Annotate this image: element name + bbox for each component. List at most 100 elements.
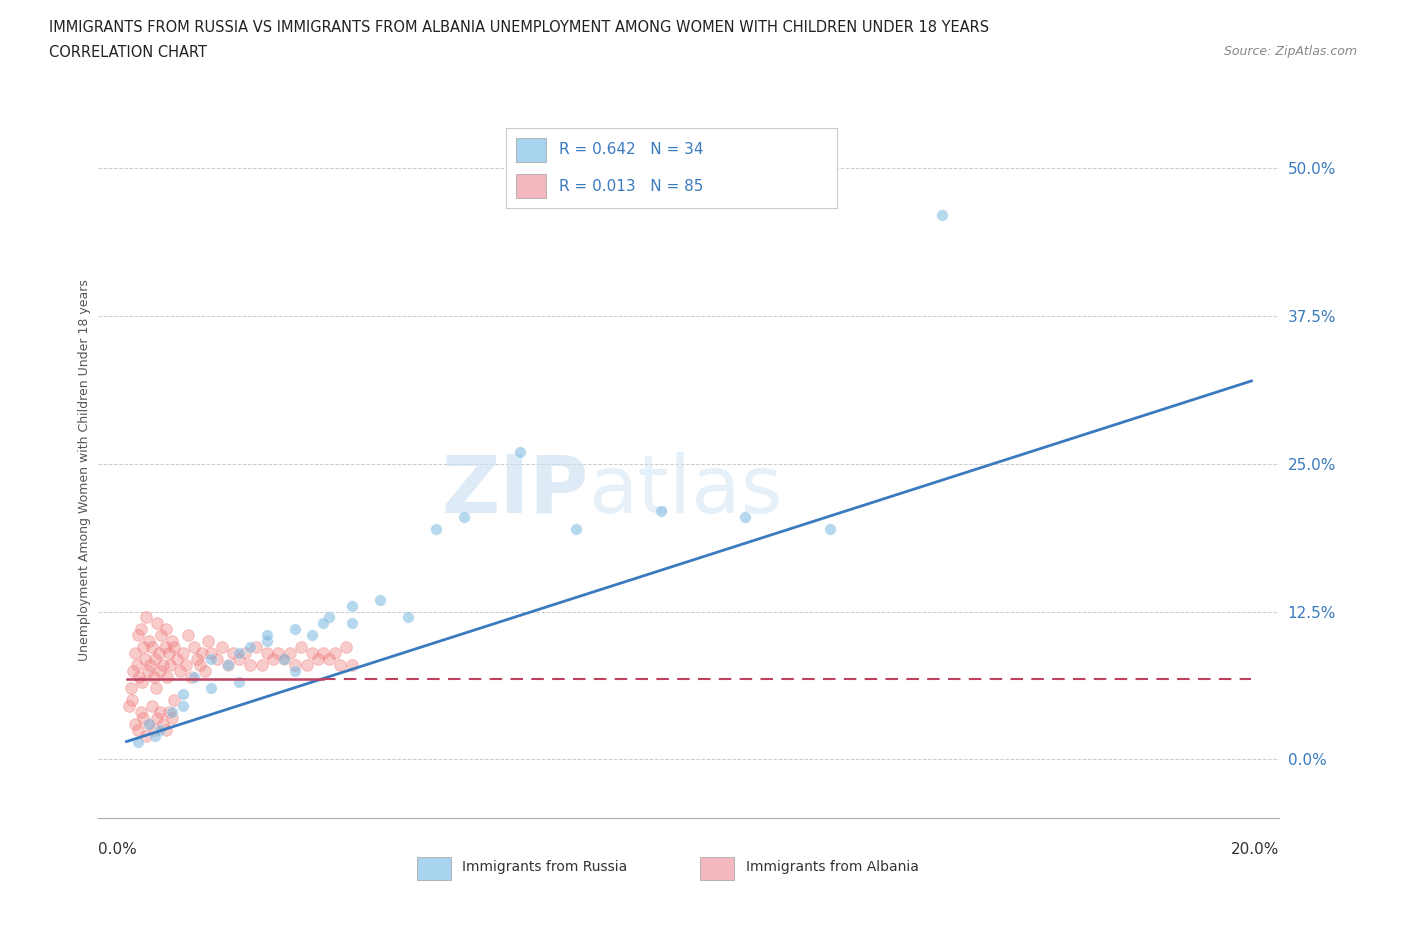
Point bbox=[148, 645, 170, 660]
Point bbox=[650, 503, 672, 518]
Point bbox=[155, 723, 177, 737]
Point bbox=[301, 645, 323, 660]
Point bbox=[157, 705, 180, 720]
Point bbox=[120, 681, 142, 696]
Point bbox=[318, 651, 340, 666]
Point bbox=[183, 669, 205, 684]
Point bbox=[329, 658, 352, 672]
Point bbox=[143, 723, 166, 737]
Point bbox=[323, 645, 346, 660]
Point bbox=[340, 598, 363, 613]
Point bbox=[156, 669, 179, 684]
Point bbox=[166, 651, 188, 666]
Point bbox=[318, 610, 340, 625]
Y-axis label: Unemployment Among Women with Children Under 18 years: Unemployment Among Women with Children U… bbox=[79, 279, 91, 660]
Point bbox=[256, 633, 278, 648]
Point bbox=[565, 522, 588, 537]
Point bbox=[340, 658, 363, 672]
Point bbox=[135, 610, 157, 625]
Point bbox=[278, 645, 301, 660]
Point bbox=[160, 711, 183, 725]
Point bbox=[138, 716, 160, 731]
Point bbox=[256, 628, 278, 643]
Text: 20.0%: 20.0% bbox=[1232, 842, 1279, 857]
Point bbox=[233, 645, 256, 660]
Point bbox=[160, 633, 183, 648]
Point bbox=[124, 645, 146, 660]
Point bbox=[295, 658, 318, 672]
Point bbox=[186, 651, 208, 666]
Point bbox=[396, 610, 419, 625]
Point bbox=[118, 698, 141, 713]
Text: ZIP: ZIP bbox=[441, 452, 589, 529]
Point bbox=[200, 651, 222, 666]
Point bbox=[340, 616, 363, 631]
Point bbox=[134, 651, 156, 666]
Point bbox=[197, 633, 219, 648]
Point bbox=[284, 658, 307, 672]
Point bbox=[132, 640, 155, 655]
Point bbox=[169, 663, 191, 678]
Point bbox=[155, 622, 177, 637]
Point bbox=[177, 628, 200, 643]
Point bbox=[152, 658, 174, 672]
Point bbox=[425, 522, 447, 537]
Point bbox=[217, 658, 239, 672]
Point bbox=[301, 628, 323, 643]
Point bbox=[307, 651, 329, 666]
Point bbox=[163, 693, 186, 708]
Point bbox=[150, 628, 173, 643]
Point bbox=[138, 633, 160, 648]
Point bbox=[194, 663, 217, 678]
Point bbox=[217, 658, 239, 672]
Point bbox=[312, 616, 335, 631]
Point bbox=[205, 651, 228, 666]
Point bbox=[157, 645, 180, 660]
Point bbox=[191, 645, 214, 660]
Point bbox=[136, 663, 159, 678]
Point bbox=[143, 651, 166, 666]
Point bbox=[228, 645, 250, 660]
Point bbox=[128, 669, 150, 684]
Point bbox=[152, 716, 174, 731]
Point bbox=[149, 663, 172, 678]
Point bbox=[142, 669, 165, 684]
Text: CORRELATION CHART: CORRELATION CHART bbox=[49, 45, 207, 60]
Point bbox=[125, 658, 148, 672]
Text: atlas: atlas bbox=[589, 452, 783, 529]
Point bbox=[245, 640, 267, 655]
Point bbox=[135, 728, 157, 743]
Point bbox=[262, 651, 284, 666]
Point bbox=[931, 208, 953, 223]
Point bbox=[149, 723, 172, 737]
Point bbox=[239, 658, 262, 672]
Point bbox=[139, 658, 162, 672]
Point bbox=[183, 640, 205, 655]
Point bbox=[138, 716, 160, 731]
Point bbox=[284, 663, 307, 678]
Point bbox=[127, 723, 149, 737]
Point bbox=[145, 681, 167, 696]
Point bbox=[228, 651, 250, 666]
Point bbox=[250, 658, 273, 672]
Text: IMMIGRANTS FROM RUSSIA VS IMMIGRANTS FROM ALBANIA UNEMPLOYMENT AMONG WOMEN WITH : IMMIGRANTS FROM RUSSIA VS IMMIGRANTS FRO… bbox=[49, 20, 990, 35]
Point bbox=[734, 510, 756, 525]
Point bbox=[818, 522, 841, 537]
Point bbox=[146, 616, 169, 631]
Point bbox=[335, 640, 357, 655]
Point bbox=[122, 663, 145, 678]
Point bbox=[211, 640, 233, 655]
Point bbox=[290, 640, 312, 655]
Point bbox=[200, 681, 222, 696]
Point bbox=[273, 651, 295, 666]
Point bbox=[284, 622, 307, 637]
Text: Source: ZipAtlas.com: Source: ZipAtlas.com bbox=[1223, 45, 1357, 58]
Point bbox=[273, 651, 295, 666]
Point bbox=[121, 693, 143, 708]
Point bbox=[127, 628, 149, 643]
Point bbox=[146, 711, 169, 725]
Point bbox=[267, 645, 290, 660]
Point bbox=[141, 640, 163, 655]
Point bbox=[312, 645, 335, 660]
Point bbox=[124, 716, 146, 731]
